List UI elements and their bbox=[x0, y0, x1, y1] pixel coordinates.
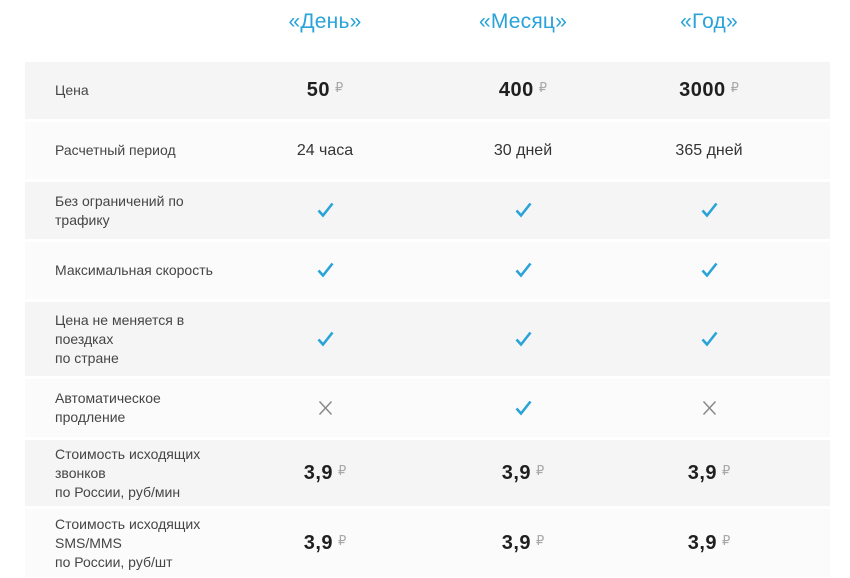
ruble-sign: ₽ bbox=[730, 80, 739, 95]
row-label-line: Цена не меняется в поездках bbox=[55, 311, 185, 347]
check-icon bbox=[701, 263, 718, 278]
bool-cell-month bbox=[420, 201, 626, 219]
plan-header-year[interactable]: «Год» bbox=[680, 10, 738, 33]
ruble-sign: ₽ bbox=[722, 532, 731, 548]
price-amount: 3,9 bbox=[303, 461, 334, 484]
price-amount: 3,9 bbox=[501, 531, 532, 554]
plan-header-day[interactable]: «День» bbox=[288, 10, 362, 33]
ruble-sign: ₽ bbox=[722, 462, 731, 478]
row-label: Без ограничений по трафику bbox=[25, 192, 230, 230]
cross-icon bbox=[702, 400, 716, 415]
bool-cell-month bbox=[420, 330, 626, 348]
ruble-sign: ₽ bbox=[536, 462, 545, 478]
row-label-line: Цена bbox=[55, 82, 89, 98]
row-label-line: Стоимость исходящих звонков bbox=[55, 445, 201, 481]
row-label: Стоимость исходящих SMS/MMS по России, р… bbox=[25, 515, 230, 572]
row-label-line: Без ограничений по трафику bbox=[55, 192, 184, 228]
check-icon bbox=[317, 263, 334, 278]
ruble-sign: ₽ bbox=[334, 80, 344, 95]
check-icon bbox=[317, 331, 334, 347]
price-amount: 3000 bbox=[679, 79, 726, 101]
bool-cell-day bbox=[230, 261, 420, 279]
price-cell-day: 3,9 ₽ bbox=[230, 462, 420, 485]
price-cell-day: 3,9 ₽ bbox=[230, 532, 420, 555]
price-amount: 3,9 bbox=[687, 461, 718, 484]
table-row-calls-cost: Стоимость исходящих звонков по России, р… bbox=[25, 440, 830, 506]
price-amount: 3,9 bbox=[303, 531, 334, 554]
ruble-sign: ₽ bbox=[536, 532, 545, 548]
row-label: Максимальная скорость bbox=[25, 261, 230, 280]
period-value: 30 дней bbox=[493, 141, 553, 159]
period-value: 24 часа bbox=[296, 141, 354, 159]
row-label: Стоимость исходящих звонков по России, р… bbox=[25, 445, 230, 502]
price-amount: 3,9 bbox=[501, 461, 532, 484]
price-amount: 3,9 bbox=[687, 531, 718, 554]
bool-cell-year bbox=[626, 201, 792, 219]
period-value: 365 дней bbox=[675, 141, 743, 159]
row-label: Автоматическое продление bbox=[25, 389, 230, 427]
price-cell-day: 50 ₽ bbox=[230, 79, 420, 102]
ruble-sign: ₽ bbox=[338, 532, 347, 548]
row-label-line: по России, руб/мин bbox=[55, 483, 181, 500]
check-icon bbox=[701, 203, 718, 218]
row-label-line: по стране bbox=[55, 349, 119, 366]
bool-cell-year bbox=[626, 261, 792, 279]
check-icon bbox=[701, 331, 718, 347]
period-cell-day: 24 часа bbox=[230, 142, 420, 160]
table-row-max-speed: Максимальная скорость bbox=[25, 242, 830, 299]
table-row-price-stable-travel: Цена не меняется в поездках по стране bbox=[25, 302, 830, 376]
period-cell-month: 30 дней bbox=[420, 142, 626, 160]
check-icon bbox=[515, 203, 532, 218]
bool-cell-day bbox=[230, 201, 420, 219]
bool-cell-year bbox=[626, 399, 792, 417]
period-cell-year: 365 дней bbox=[626, 142, 792, 160]
cross-icon bbox=[318, 400, 332, 415]
price-amount: 400 bbox=[498, 79, 534, 101]
price-cell-month: 3,9 ₽ bbox=[420, 462, 626, 485]
ruble-sign: ₽ bbox=[538, 80, 548, 95]
table-row-auto-renewal: Автоматическое продление bbox=[25, 379, 830, 437]
bool-cell-day bbox=[230, 330, 420, 348]
ruble-sign: ₽ bbox=[338, 462, 347, 478]
plan-header-row: «День» «Месяц» «Год» bbox=[25, 6, 830, 60]
bool-cell-year bbox=[626, 330, 792, 348]
table-row-price: Цена 50 ₽ 400 ₽ 3000 ₽ bbox=[25, 62, 830, 119]
plan-header-month[interactable]: «Месяц» bbox=[478, 10, 568, 33]
bool-cell-month bbox=[420, 261, 626, 279]
tariff-comparison-table: «День» «Месяц» «Год» Цена 50 ₽ 400 ₽ 3000 ₽… bbox=[25, 6, 830, 577]
check-icon bbox=[515, 400, 532, 416]
row-label: Цена не меняется в поездках по стране bbox=[25, 311, 230, 368]
table-row-billing-period: Расчетный период 24 часа 30 дней 365 дне… bbox=[25, 122, 830, 179]
bool-cell-month bbox=[420, 399, 626, 417]
row-label: Цена bbox=[25, 81, 230, 100]
price-cell-month: 400 ₽ bbox=[420, 79, 626, 102]
row-label-line: Автоматическое продление bbox=[55, 390, 161, 425]
check-icon bbox=[515, 331, 532, 347]
row-label-line: Стоимость исходящих SMS/MMS bbox=[55, 515, 201, 551]
price-cell-year: 3,9 ₽ bbox=[626, 462, 792, 485]
price-cell-year: 3000 ₽ bbox=[626, 79, 792, 102]
price-cell-month: 3,9 ₽ bbox=[420, 532, 626, 555]
price-amount: 50 bbox=[306, 79, 330, 101]
row-label-line: Максимальная скорость bbox=[55, 262, 213, 278]
table-row-sms-cost: Стоимость исходящих SMS/MMS по России, р… bbox=[25, 509, 830, 577]
check-icon bbox=[515, 263, 532, 278]
row-label-line: Расчетный период bbox=[55, 142, 176, 158]
row-label: Расчетный период bbox=[25, 141, 230, 160]
row-label-line: по России, руб/шт bbox=[55, 553, 173, 570]
table-row-unlimited-traffic: Без ограничений по трафику bbox=[25, 182, 830, 239]
bool-cell-day bbox=[230, 399, 420, 417]
check-icon bbox=[317, 203, 334, 218]
price-cell-year: 3,9 ₽ bbox=[626, 532, 792, 555]
